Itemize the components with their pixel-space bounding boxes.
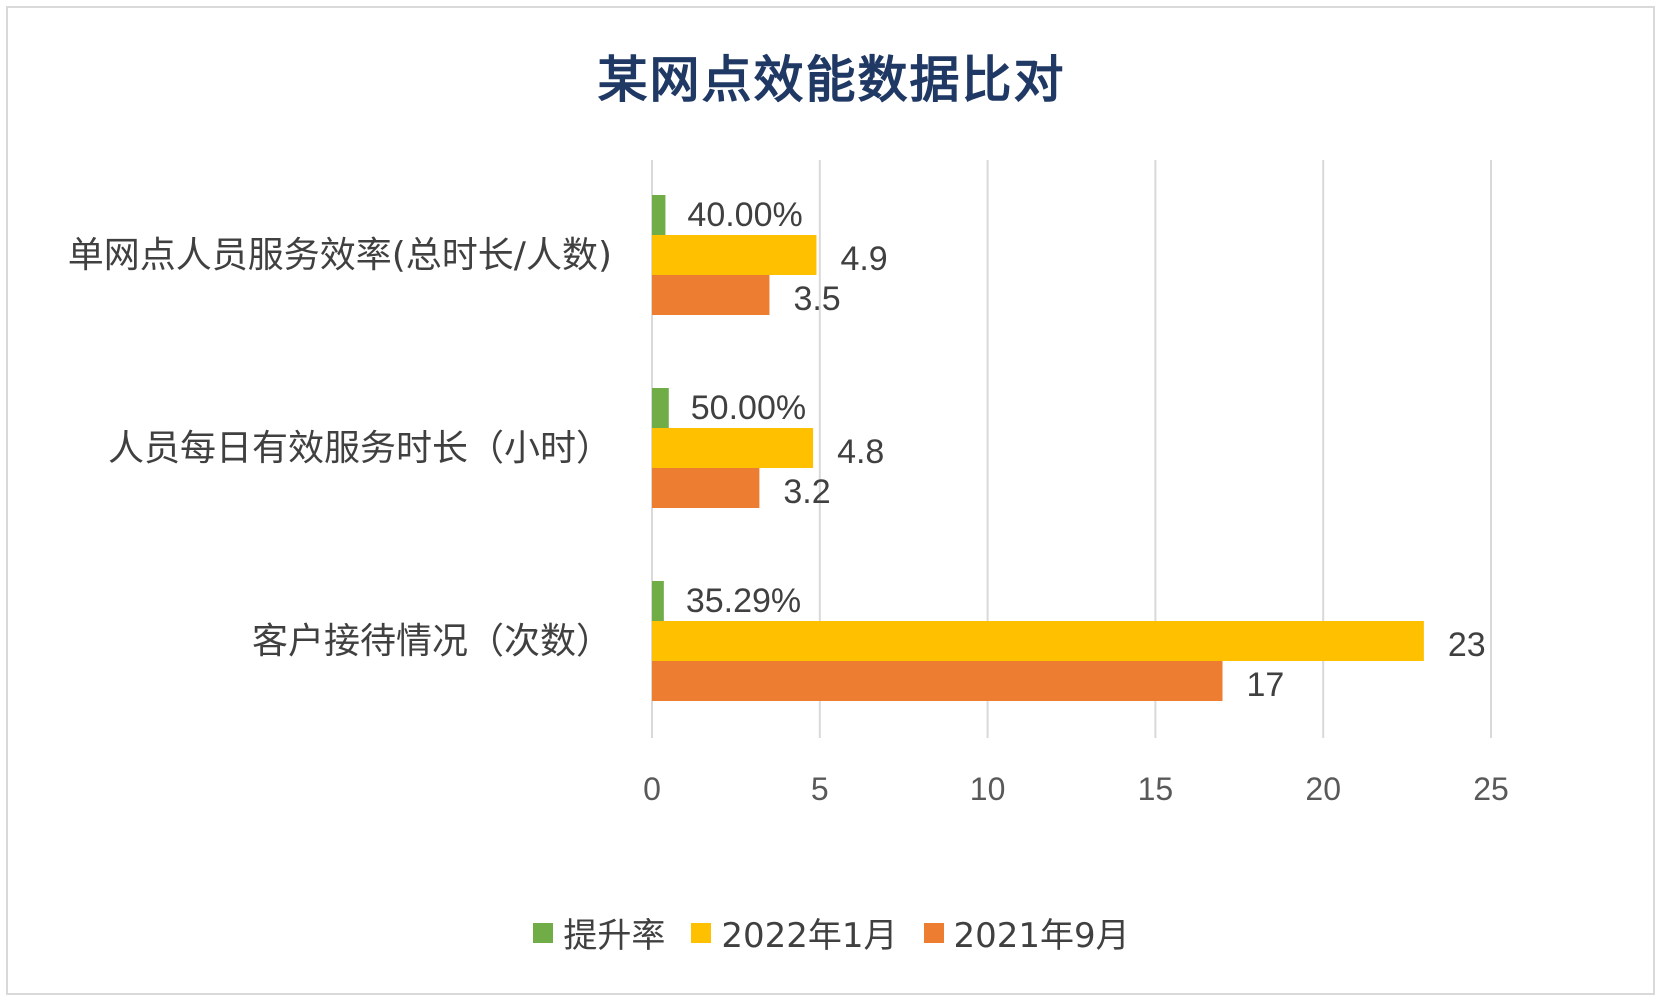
labels: 0 5 10 15 20 25 单网点人员服务效率(总时长/人数) 人员每日有效服务时长（小时… — [68, 196, 1509, 807]
bar — [652, 235, 817, 275]
x-tick-label: 15 — [1138, 771, 1174, 807]
legend-label: 提升率 — [563, 916, 666, 956]
bar — [652, 661, 1223, 701]
bar — [652, 388, 669, 428]
legend-item: 提升率 — [533, 908, 665, 957]
category-label: 人员每日有效服务时长（小时） — [108, 428, 612, 469]
legend-item: 2022年1月 — [691, 908, 898, 957]
legend-label: 2022年1月 — [721, 916, 898, 956]
legend-item: 2021年9月 — [923, 908, 1130, 957]
data-label: 40.00% — [687, 196, 802, 234]
x-tick-label: 0 — [643, 771, 661, 807]
data-label: 17 — [1247, 666, 1285, 704]
category-label: 单网点人员服务效率(总时长/人数) — [68, 235, 612, 276]
x-tick-label: 5 — [811, 771, 829, 807]
x-tick-label: 25 — [1473, 771, 1509, 807]
bars — [652, 195, 1424, 701]
data-label: 4.9 — [840, 240, 887, 278]
data-label: 35.29% — [686, 582, 801, 620]
bar — [652, 428, 814, 468]
legend-swatch — [691, 922, 712, 943]
bar — [652, 275, 770, 315]
legend-swatch — [533, 922, 554, 943]
chart-title: 某网点效能数据比对 — [597, 50, 1066, 109]
bar — [652, 581, 664, 621]
legend-swatch — [923, 922, 944, 943]
bar — [652, 621, 1424, 661]
bar — [652, 195, 666, 235]
data-label: 50.00% — [691, 389, 806, 427]
x-tick-label: 10 — [970, 771, 1006, 807]
legend-label: 2021年9月 — [953, 916, 1130, 956]
category-label: 客户接待情况（次数） — [252, 621, 612, 662]
data-label: 4.8 — [837, 433, 884, 471]
x-tick-label: 20 — [1305, 771, 1341, 807]
legend: 提升率 2022年1月 2021年9月 — [0, 908, 1663, 957]
bar — [652, 468, 760, 508]
data-label: 23 — [1448, 626, 1486, 664]
data-label: 3.2 — [783, 473, 830, 511]
chart-frame — [6, 6, 1655, 995]
data-label: 3.5 — [793, 280, 840, 318]
